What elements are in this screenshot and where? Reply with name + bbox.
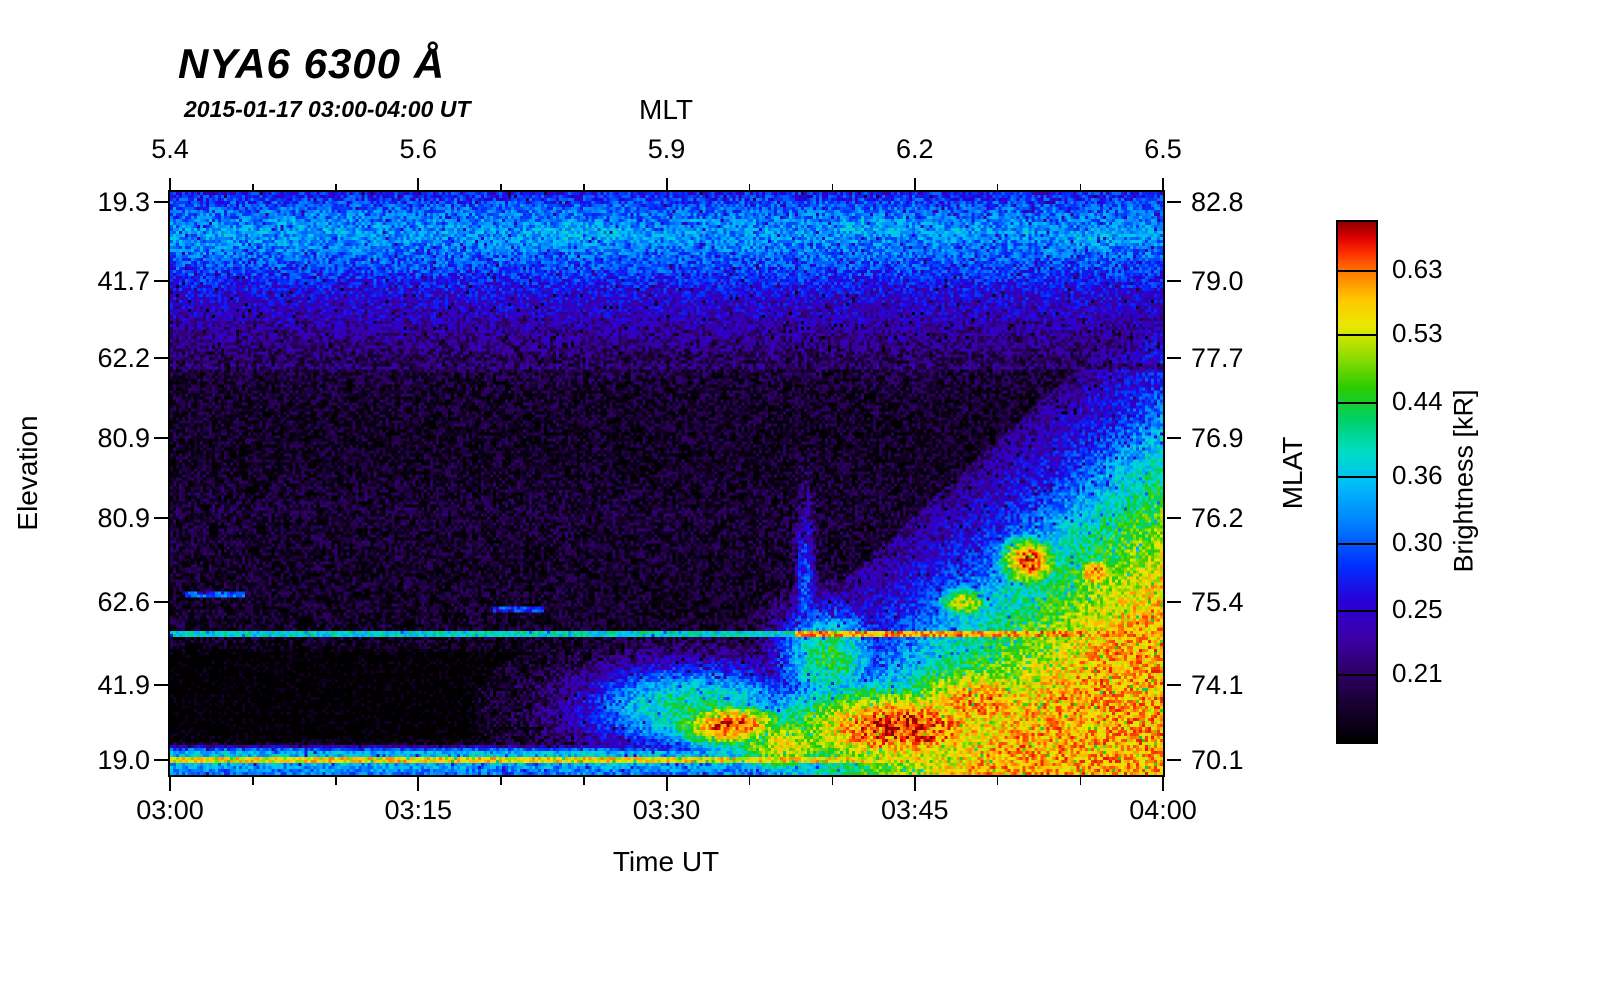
- mlat-tick-label: 75.4: [1191, 586, 1244, 617]
- mlat-tick-label: 74.1: [1191, 669, 1244, 700]
- mlat-tick-label: 76.9: [1191, 423, 1244, 454]
- time-minor-tick: [748, 777, 751, 785]
- mlat-tick-mark: [1167, 600, 1181, 603]
- mlt-minor-tick: [831, 184, 834, 192]
- time-tick-mark: [169, 777, 171, 791]
- colorbar-tick-mark: [1338, 542, 1376, 545]
- colorbar-tick-label: 0.36: [1392, 459, 1443, 490]
- elevation-tick-label: 62.2: [97, 342, 150, 373]
- elevation-tick-mark: [154, 758, 168, 761]
- mlt-minor-tick: [583, 184, 585, 192]
- mlat-tick-label: 70.1: [1191, 744, 1244, 775]
- elevation-tick-label: 80.9: [97, 503, 150, 534]
- mlat-tick-mark: [1167, 200, 1181, 203]
- time-tick-mark: [913, 777, 916, 791]
- elevation-tick-mark: [154, 279, 168, 282]
- heatmap-canvas: [170, 192, 1163, 775]
- time-tick-mark: [417, 777, 420, 791]
- mlt-tick-mark: [417, 178, 420, 192]
- mlat-tick-mark: [1167, 758, 1181, 761]
- colorbar-tick-mark: [1338, 269, 1376, 272]
- colorbar-tick-mark: [1338, 475, 1376, 478]
- colorbar-gradient: [1338, 222, 1376, 742]
- elevation-tick-label: 19.0: [97, 744, 150, 775]
- mlt-axis-title: MLT: [639, 94, 693, 125]
- mlat-tick-mark: [1167, 356, 1181, 359]
- elevation-tick-mark: [154, 600, 168, 603]
- mlat-tick-label: 77.7: [1191, 342, 1244, 373]
- heatmap-plot: [168, 190, 1165, 777]
- mlt-tick-mark: [1162, 178, 1164, 192]
- mlat-tick-mark: [1167, 437, 1181, 440]
- time-tick-mark: [665, 777, 668, 791]
- mlt-tick-mark: [169, 178, 171, 192]
- elevation-tick-label: 19.3: [97, 186, 150, 217]
- colorbar-tick-label: 0.44: [1392, 385, 1443, 416]
- colorbar-tick-mark: [1338, 401, 1376, 404]
- time-minor-tick: [583, 777, 585, 785]
- mlt-minor-tick: [996, 184, 999, 192]
- mlt-tick-label: 5.9: [647, 134, 686, 164]
- mlt-tick-mark: [665, 178, 668, 192]
- time-minor-tick: [831, 777, 834, 785]
- time-tick-label: 03:15: [384, 795, 453, 825]
- elevation-axis-title: Elevation: [12, 415, 43, 531]
- mlt-minor-tick: [1079, 184, 1082, 192]
- time-minor-tick: [335, 777, 337, 785]
- mlt-tick-mark: [913, 178, 916, 192]
- elevation-tick-label: 80.9: [97, 423, 150, 454]
- plot-title: NYA6 6300 Å: [178, 40, 446, 87]
- mlat-axis-title: MLAT: [1277, 436, 1308, 510]
- mlat-tick-mark: [1167, 279, 1181, 282]
- elevation-tick-label: 41.9: [97, 669, 150, 700]
- colorbar: [1336, 220, 1378, 744]
- mlat-tick-mark: [1167, 517, 1181, 520]
- time-tick-mark: [1162, 777, 1164, 791]
- colorbar-title: Brightness [kR]: [1448, 389, 1479, 573]
- time-tick-label: 03:30: [632, 795, 701, 825]
- elevation-tick-mark: [154, 517, 168, 520]
- mlt-minor-tick: [748, 184, 751, 192]
- colorbar-tick-mark: [1338, 333, 1376, 336]
- elevation-tick-mark: [154, 200, 168, 203]
- time-axis-title: Time UT: [612, 846, 720, 877]
- mlt-minor-tick: [335, 184, 337, 192]
- elevation-tick-label: 41.7: [97, 265, 150, 296]
- time-tick-label: 03:45: [880, 795, 949, 825]
- mlat-tick-label: 82.8: [1191, 186, 1244, 217]
- time-tick-label: 03:00: [136, 795, 204, 825]
- colorbar-tick-mark: [1338, 609, 1376, 612]
- mlt-tick-label: 5.4: [151, 134, 189, 164]
- colorbar-tick-label: 0.30: [1392, 526, 1443, 557]
- time-tick-label: 04:00: [1129, 795, 1197, 825]
- time-minor-tick: [252, 777, 254, 785]
- elevation-tick-label: 62.6: [97, 586, 150, 617]
- mlat-tick-label: 76.2: [1191, 503, 1244, 534]
- colorbar-tick-label: 0.63: [1392, 253, 1443, 284]
- colorbar-tick-label: 0.53: [1392, 317, 1443, 348]
- mlat-tick-mark: [1167, 683, 1181, 686]
- time-minor-tick: [500, 777, 502, 785]
- elevation-tick-mark: [154, 356, 168, 359]
- elevation-tick-mark: [154, 683, 168, 686]
- mlat-tick-label: 79.0: [1191, 265, 1244, 296]
- colorbar-tick-label: 0.21: [1392, 657, 1443, 688]
- mlt-tick-label: 6.5: [1144, 134, 1182, 164]
- mlt-minor-tick: [252, 184, 254, 192]
- colorbar-tick-label: 0.25: [1392, 593, 1443, 624]
- colorbar-tick-mark: [1338, 673, 1376, 676]
- mlt-minor-tick: [500, 184, 502, 192]
- plot-subtitle: 2015-01-17 03:00-04:00 UT: [184, 96, 471, 122]
- time-minor-tick: [1079, 777, 1082, 785]
- mlt-tick-label: 6.2: [895, 134, 934, 164]
- elevation-tick-mark: [154, 437, 168, 440]
- time-minor-tick: [996, 777, 999, 785]
- mlt-tick-label: 5.6: [399, 134, 438, 164]
